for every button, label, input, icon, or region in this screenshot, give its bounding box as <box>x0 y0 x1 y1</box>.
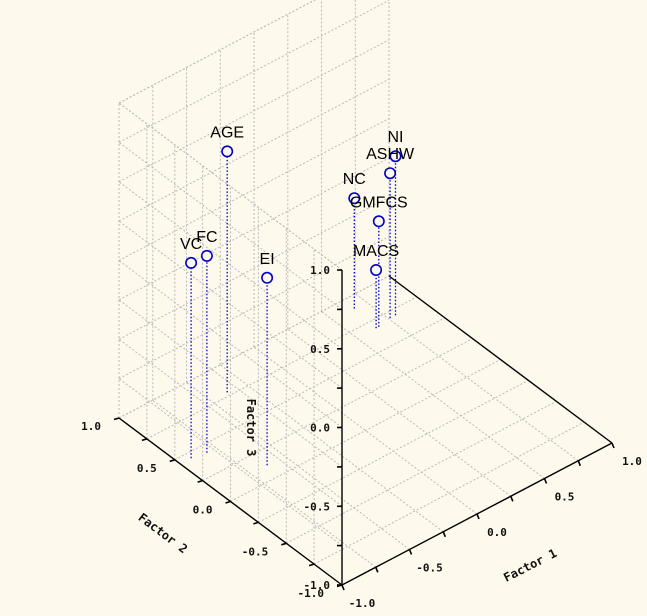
y-axis-tick <box>141 438 148 442</box>
floor-grid-line <box>313 421 585 565</box>
grid-lines <box>118 0 613 586</box>
right-wall-grid-line <box>118 118 390 261</box>
data-label: NC <box>343 171 366 188</box>
y-axis-tick <box>225 500 231 504</box>
data-point <box>372 215 385 228</box>
drop-lines <box>190 151 397 466</box>
x-axis-tick <box>408 549 413 555</box>
x-axis-tick <box>341 584 345 591</box>
floor-grid-line <box>174 317 446 461</box>
z-tick-label: -0.5 <box>304 500 331 513</box>
data-point <box>348 192 361 205</box>
data-label: AGE <box>210 124 244 141</box>
left-wall-grid-line <box>118 181 343 350</box>
x-axis-tick <box>375 567 379 573</box>
right-wall-grid-line <box>118 196 390 340</box>
x-axis-tick <box>510 496 514 502</box>
data-label: MACS <box>353 243 399 260</box>
z-tick-label: 0.0 <box>310 422 330 435</box>
top-edge <box>118 102 343 271</box>
data-label: VC <box>180 236 202 253</box>
left-wall-grid-line <box>118 260 343 428</box>
y-tick-label: 0.5 <box>137 462 157 475</box>
y-tick-label: 0.0 <box>193 504 213 517</box>
x-axis-tick <box>611 442 615 449</box>
y-axis-tick <box>197 479 203 483</box>
right-wall-grid-line <box>118 0 390 143</box>
floor-grid-line <box>146 296 418 440</box>
data-point <box>384 167 397 180</box>
z-tick-label: 0.5 <box>310 343 330 356</box>
data-label: FC <box>196 229 217 246</box>
y-axis-label: Factor 2 <box>136 510 191 556</box>
left-wall-grid-line <box>118 338 343 507</box>
y-axis-tick <box>169 459 176 463</box>
data-label: GMFCS <box>350 194 408 211</box>
x-axis-tick <box>442 531 447 538</box>
y-tick-label: -0.5 <box>242 545 269 558</box>
data-point <box>261 271 274 284</box>
x-axis-tick <box>476 513 480 520</box>
floor-grid-line <box>202 338 473 482</box>
x-axis-tick <box>543 478 548 484</box>
right-wall-grid-line <box>118 78 390 222</box>
floor-grid-line <box>355 293 579 462</box>
floor-grid-line <box>220 364 444 533</box>
z-tick-label: 1.0 <box>310 264 330 277</box>
floor-grid-line <box>186 382 410 550</box>
z-tick-label: -1.0 <box>304 579 331 592</box>
x-axis-tick <box>577 460 582 467</box>
data-point <box>185 256 198 269</box>
floor-grid-line <box>152 399 377 568</box>
x-tick-label: 0.0 <box>487 526 507 539</box>
data-label: EI <box>260 251 275 268</box>
floor-grid-line <box>321 311 545 479</box>
y-axis-tick <box>281 542 287 546</box>
left-wall-grid-line <box>118 378 343 547</box>
axis-box <box>118 270 613 586</box>
x-axis-label: Factor 1 <box>501 546 559 585</box>
data-point <box>200 249 213 262</box>
right-wall-grid-line <box>118 0 316 104</box>
data-point <box>389 150 402 163</box>
z-axis-label: Factor 3 <box>244 399 258 457</box>
right-wall-grid-line <box>118 157 390 301</box>
floor-grid-line <box>230 359 501 502</box>
x-tick-label: 0.5 <box>555 491 575 504</box>
floor-grid-line <box>287 328 512 497</box>
left-wall-grid-line <box>118 141 343 310</box>
y-tick-label: -1.0 <box>298 587 325 600</box>
x-tick-label: -0.5 <box>416 562 443 575</box>
left-wall-grid-line <box>118 299 343 468</box>
right-wall-grid-line <box>118 39 390 183</box>
right-wall-grid-line <box>118 236 390 380</box>
data-label: NI <box>388 129 404 146</box>
top-edge <box>118 0 316 104</box>
floor-grid-line <box>253 346 478 515</box>
y-axis-tick <box>113 417 120 421</box>
y-tick-label: 1.0 <box>81 420 101 433</box>
x-tick-label: 1.0 <box>622 455 642 468</box>
y-axis-tick <box>253 521 259 525</box>
data-points <box>185 145 402 284</box>
data-point <box>221 145 234 158</box>
data-point <box>370 263 383 276</box>
x-tick-label: -1.0 <box>349 597 376 610</box>
data-label: ASHW <box>366 146 415 163</box>
y-axis-tick <box>308 563 315 567</box>
floor-right-edge <box>388 275 613 444</box>
axis-ticks: -1.0 -0.5 0.0 0.5 1.0 -1.0 -0.5 0.0 0.5 1.0 -1.0 -0… <box>81 264 642 610</box>
left-wall-grid-line <box>118 220 343 389</box>
